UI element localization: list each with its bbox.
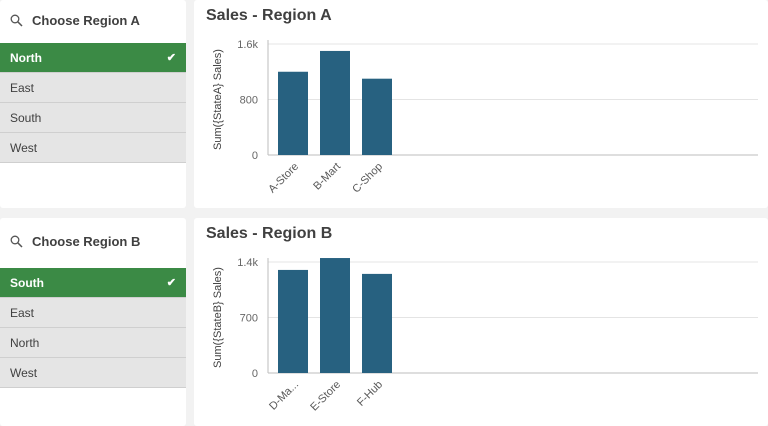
chart-title: Sales - Region B bbox=[206, 225, 333, 242]
filter-item-west[interactable]: West bbox=[0, 133, 186, 163]
filter-item-label: South bbox=[10, 275, 44, 290]
bar-b-mart[interactable] bbox=[320, 50, 350, 155]
y-tick-label: 0 bbox=[252, 368, 258, 380]
filter-item-label: North bbox=[10, 50, 42, 65]
bar-e-store[interactable] bbox=[320, 258, 350, 373]
filter-item-south[interactable]: South bbox=[0, 103, 186, 133]
bar-chart-a: 0 800 1.6k Sum({StateA} Sales) A-Store B-Mart… bbox=[212, 39, 758, 196]
filter-item-label: South bbox=[10, 110, 42, 125]
filter-item-east[interactable]: East bbox=[0, 298, 186, 328]
bar-d-ma-[interactable] bbox=[278, 269, 308, 373]
filter-item-label: West bbox=[10, 365, 38, 380]
x-tick-label: F-Hub bbox=[355, 379, 385, 409]
filter-item-label: East bbox=[10, 80, 35, 95]
bar-c-shop[interactable] bbox=[362, 78, 392, 155]
filter-item-label: East bbox=[10, 305, 35, 320]
filter-list: South ✔ East North West bbox=[0, 268, 186, 388]
y-tick-label: 1.6k bbox=[237, 39, 258, 51]
filter-header[interactable]: Choose Region A bbox=[0, 0, 186, 40]
search-icon bbox=[10, 235, 23, 248]
x-tick-label: B-Mart bbox=[311, 161, 343, 193]
chart-card-a: Sales - Region A 0 800 1.6k Sum({StateA} Sa… bbox=[194, 0, 768, 208]
chart-title: Sales - Region A bbox=[206, 7, 332, 24]
y-tick-label: 800 bbox=[240, 95, 258, 107]
filter-pane-a: Choose Region A North ✔ East South West bbox=[0, 0, 186, 208]
y-tick-label: 1.4k bbox=[237, 257, 258, 269]
chart-card-b: Sales - Region B 0 700 1.4k Sum({StateB} Sa… bbox=[194, 218, 768, 426]
filter-item-label: West bbox=[10, 140, 38, 155]
filter-header[interactable]: Choose Region B bbox=[0, 218, 186, 265]
filter-title: Choose Region A bbox=[32, 12, 140, 28]
y-tick-label: 0 bbox=[252, 150, 258, 162]
y-axis-label: Sum({StateB} Sales) bbox=[212, 267, 224, 368]
bar-chart-b: 0 700 1.4k Sum({StateB} Sales) D-Ma... E-Stor… bbox=[212, 257, 758, 414]
y-axis-label: Sum({StateA} Sales) bbox=[212, 49, 224, 150]
search-icon bbox=[10, 14, 23, 27]
filter-item-south[interactable]: South ✔ bbox=[0, 268, 186, 298]
x-tick-label: C-Shop bbox=[350, 161, 385, 196]
filter-list: North ✔ East South West bbox=[0, 43, 186, 163]
filter-item-east[interactable]: East bbox=[0, 73, 186, 103]
filter-item-north[interactable]: North bbox=[0, 328, 186, 358]
bar-a-store[interactable] bbox=[278, 71, 308, 155]
filter-title: Choose Region B bbox=[32, 234, 141, 249]
bar-f-hub[interactable] bbox=[362, 273, 392, 373]
filter-item-label: North bbox=[10, 335, 40, 350]
y-tick-label: 700 bbox=[240, 313, 258, 325]
check-icon: ✔ bbox=[166, 277, 176, 289]
filter-item-north[interactable]: North ✔ bbox=[0, 43, 186, 73]
x-tick-label: D-Ma... bbox=[267, 379, 301, 413]
x-tick-label: A-Store bbox=[266, 161, 301, 196]
x-tick-label: E-Store bbox=[308, 379, 343, 414]
filter-item-west[interactable]: West bbox=[0, 358, 186, 388]
check-icon: ✔ bbox=[166, 52, 176, 64]
filter-pane-b: Choose Region B South ✔ East North West bbox=[0, 218, 186, 426]
